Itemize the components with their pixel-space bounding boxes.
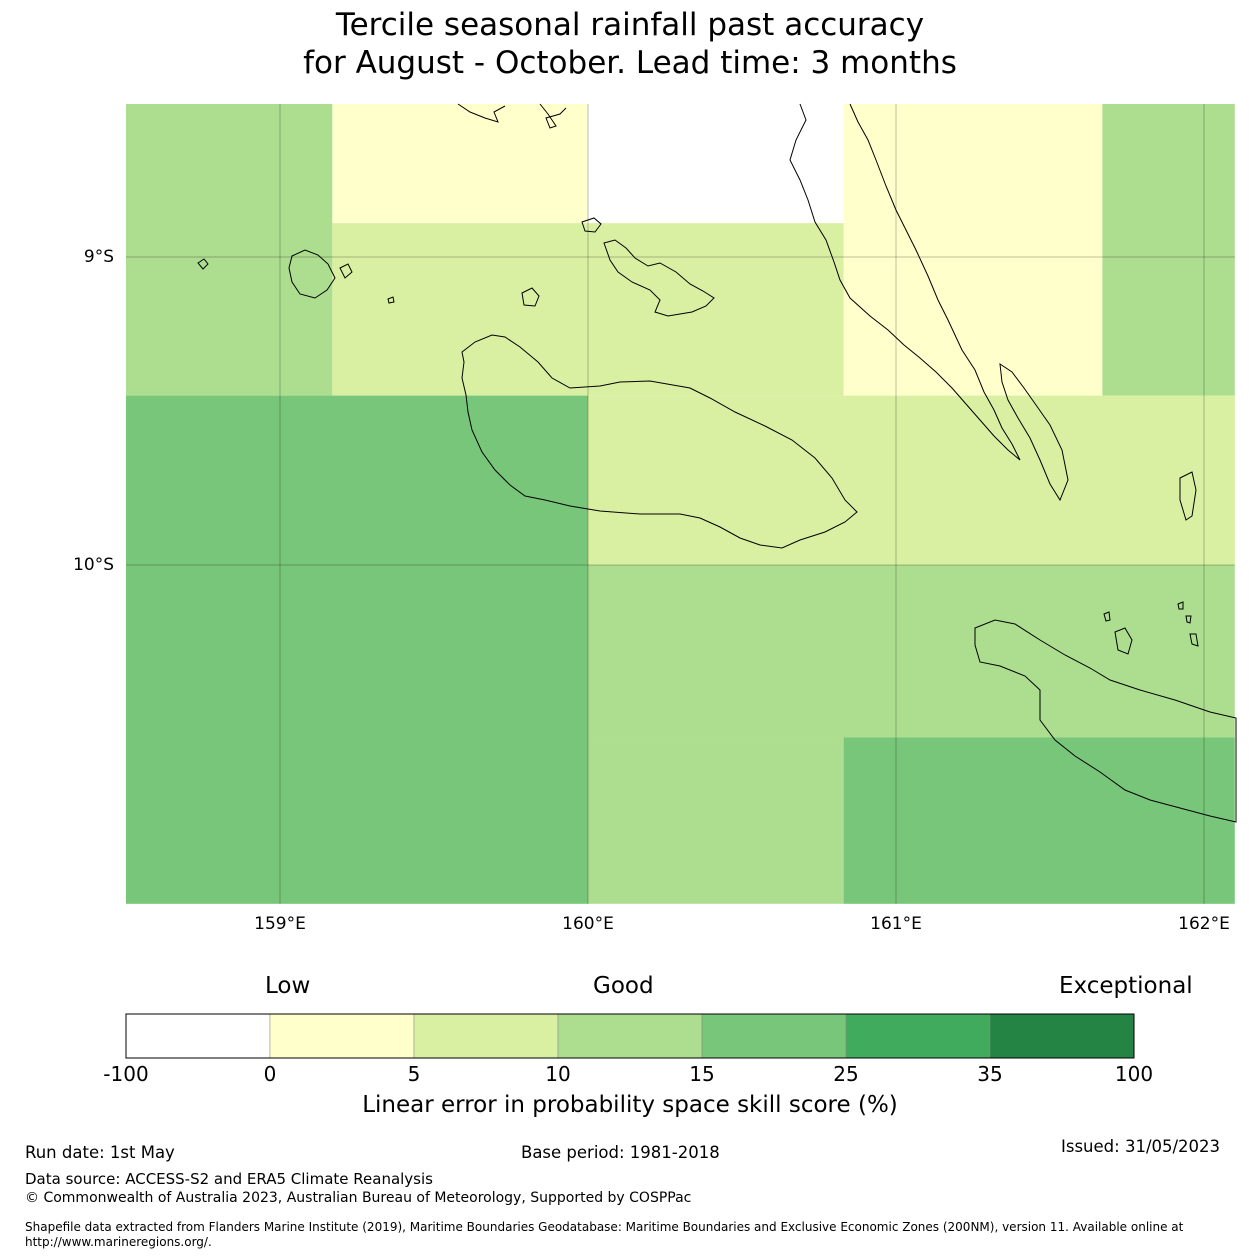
small-island (581, 217, 602, 233)
lat-label-9s: 9°S (84, 247, 114, 267)
data-source: Data source: ACCESS-S2 and ERA5 Climate … (25, 1170, 433, 1188)
small-malaita-island (999, 362, 1069, 502)
colorbar-tick-label: 100 (1114, 1062, 1154, 1086)
grid-cell (1102, 104, 1235, 396)
grid-cell (588, 223, 844, 396)
grid-cell (843, 737, 1235, 904)
colorbar-tick-label: 10 (545, 1062, 571, 1086)
islet (387, 296, 395, 304)
island-fragment (539, 103, 567, 129)
grid-cell (332, 104, 588, 224)
ulawa-island (1179, 471, 1197, 521)
issued-date: Issued: 31/05/2023 (1061, 1137, 1221, 1156)
map-title: Tercile seasonal rainfall past accuracy … (0, 6, 1260, 82)
copyright: © Commonwealth of Australia 2023, Austra… (25, 1190, 692, 1206)
base-period: Base period: 1981-2018 (521, 1143, 720, 1162)
run-date: Run date: 1st May (25, 1143, 175, 1162)
islet (1189, 633, 1199, 647)
colorbar-swatches (125, 1013, 1135, 1059)
colorbar-border (125, 1013, 1135, 1059)
savo-island (521, 287, 540, 307)
colorbar-swatch (413, 1013, 559, 1059)
islet (197, 258, 209, 270)
guadalcanal-island (461, 334, 858, 549)
colorbar-label-good: Good (593, 973, 654, 999)
grid-cell (126, 395, 588, 904)
colorbar-tick-label: 15 (689, 1062, 715, 1086)
lat-label-10s: 10°S (73, 555, 114, 575)
graticule (126, 104, 1235, 904)
coastlines (197, 103, 1237, 823)
colorbar-swatch (557, 1013, 703, 1059)
grid-cell (332, 223, 588, 396)
colorbar-title: Linear error in probability space skill … (362, 1092, 898, 1118)
colorbar-tick-label: 0 (263, 1062, 277, 1086)
grid-cells (126, 104, 1235, 904)
colorbar-label-low: Low (265, 973, 311, 999)
colorbar-tick-label: -100 (103, 1062, 149, 1086)
grid-cell (588, 395, 1235, 565)
colorbar-swatch (845, 1013, 991, 1059)
shapefile-credit: Shapefile data extracted from Flanders M… (25, 1220, 1235, 1250)
colorbar-tick-label: 5 (407, 1062, 421, 1086)
grid-cell (126, 104, 333, 396)
title-line-1: Tercile seasonal rainfall past accuracy (335, 7, 925, 43)
islet (1177, 601, 1184, 610)
islet (1185, 615, 1192, 624)
colorbar-label-exceptional: Exceptional (1059, 973, 1193, 999)
islet (1103, 611, 1111, 622)
lon-label-159e: 159°E (254, 914, 306, 934)
grid-cell (588, 737, 844, 904)
islet (339, 263, 353, 279)
colorbar-swatch (701, 1013, 847, 1059)
shapefile-credit-line-2: http://www.marineregions.org/. (25, 1235, 212, 1249)
colorbar-swatch (269, 1013, 415, 1059)
colorbar (125, 1013, 1135, 1059)
rainfall-accuracy-map: 9°S 10°S 159°E 160°E 161°E 162°E (73, 103, 1237, 934)
shapefile-credit-line-1: Shapefile data extracted from Flanders M… (25, 1220, 1184, 1234)
grid-cell (588, 104, 844, 224)
island-fragment (457, 103, 506, 123)
islet (1114, 627, 1133, 655)
makira-island (974, 619, 1237, 823)
colorbar-swatch (989, 1013, 1135, 1059)
colorbar-swatch (125, 1013, 271, 1059)
grid-cell (843, 104, 1103, 396)
lon-label-161e: 161°E (870, 914, 922, 934)
colorbar-tick-label: 35 (977, 1062, 1003, 1086)
grid-cell (588, 565, 1235, 738)
nggela-island (603, 239, 715, 317)
lon-label-162e: 162°E (1178, 914, 1230, 934)
title-line-2: for August - October. Lead time: 3 month… (303, 45, 957, 81)
malaita-island (789, 103, 1021, 461)
lon-label-160e: 160°E (562, 914, 614, 934)
colorbar-tick-label: 25 (833, 1062, 859, 1086)
russell-islands (288, 249, 336, 299)
